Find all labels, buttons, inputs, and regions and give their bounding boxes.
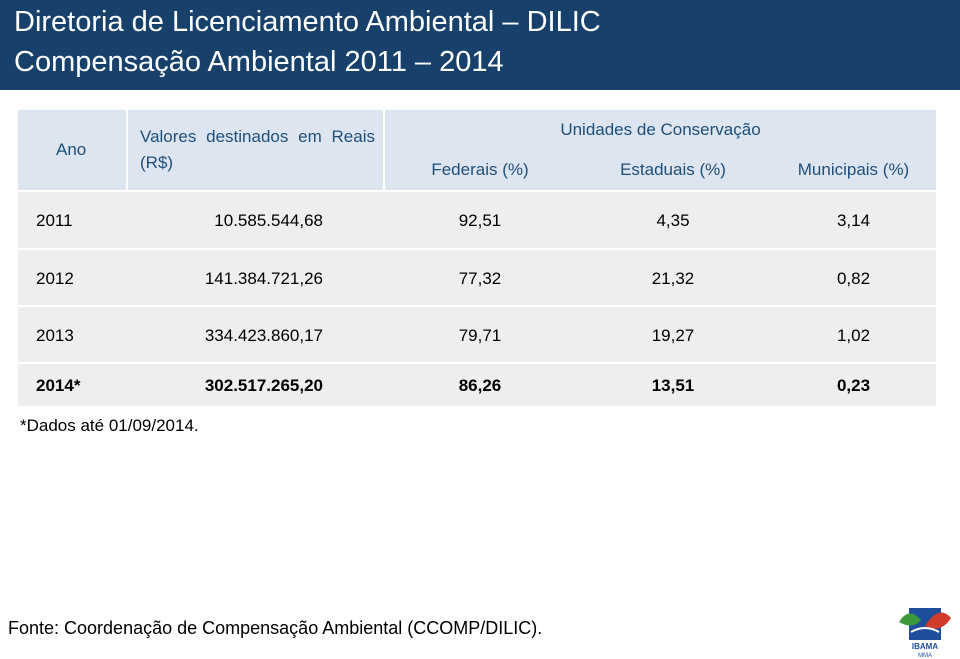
table-cell: 1,02 [771, 305, 936, 362]
table-cell: 13,51 [575, 362, 771, 406]
title-line: Diretoria de Licenciamento Ambiental – D… [14, 6, 601, 38]
header-cell: Municipais (%) [771, 150, 936, 190]
table-cell: 21,32 [575, 248, 771, 305]
table-cell: 0,23 [771, 362, 936, 406]
table-cell: 2013 [18, 305, 128, 362]
logo-leaf [925, 612, 951, 629]
table-cell: 19,27 [575, 305, 771, 362]
table-cell: 0,82 [771, 248, 936, 305]
logo-leaf [899, 613, 921, 626]
table-cell: 79,71 [385, 305, 575, 362]
source: Fonte: Coordenação de Compensação Ambien… [8, 618, 543, 638]
table: Ano Valores destinados em Reais (R$) Uni… [18, 110, 936, 406]
title-bar: Diretoria de Licenciamento Ambiental – D… [0, 0, 960, 90]
table-cell: 334.423.860,17 [128, 305, 385, 362]
header-cell: Ano [18, 110, 128, 190]
table-cell: 302.517.265,20 [128, 362, 385, 406]
note: *Dados até 01/09/2014. [20, 416, 199, 435]
header-cell: Estaduais (%) [575, 150, 771, 190]
logo-wave [910, 627, 940, 633]
table-cell: 86,26 [385, 362, 575, 406]
header-cell: Unidades de Conservação [385, 110, 936, 150]
header-cell: Valores destinados em Reais (R$) [128, 110, 385, 190]
table-cell: 141.384.721,26 [128, 248, 385, 305]
table-cell: 92,51 [385, 190, 575, 248]
table-cell: 3,14 [771, 190, 936, 248]
table-cell: 77,32 [385, 248, 575, 305]
table-cell: 2011 [18, 190, 128, 248]
table-cell: 4,35 [575, 190, 771, 248]
table-cell: 2012 [18, 248, 128, 305]
logo-text: IBAMA [912, 642, 938, 651]
table-cell: 2014* [18, 362, 128, 406]
table-cell: 10.585.544,68 [128, 190, 385, 248]
logo-text: MMA [918, 653, 932, 659]
title-line: Compensação Ambiental 2011 – 2014 [14, 46, 504, 78]
logo: IBAMA MMA [899, 608, 951, 659]
header-cell: Federais (%) [385, 150, 575, 190]
